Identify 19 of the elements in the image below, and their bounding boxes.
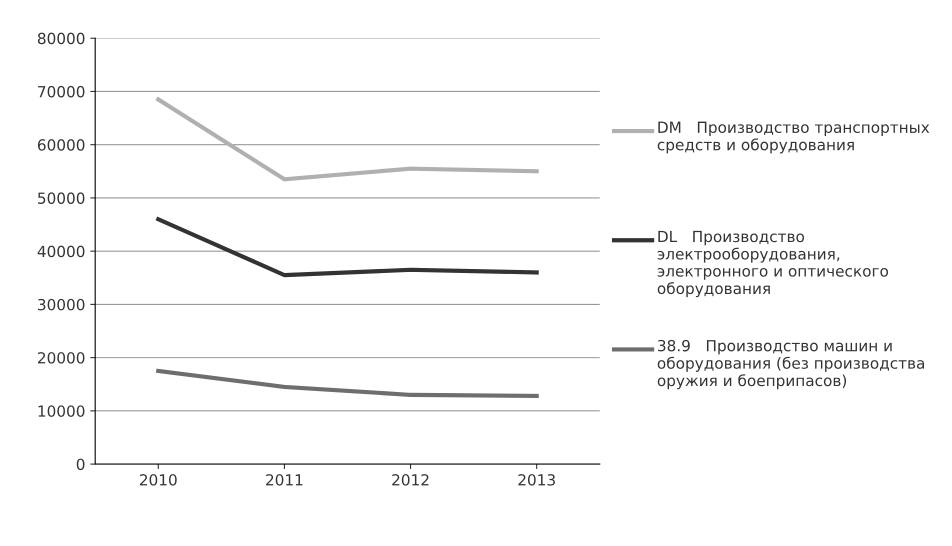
line-series <box>156 217 539 278</box>
y-tick-label: 0 <box>76 458 84 470</box>
y-tick-label: 80000 <box>38 32 84 44</box>
y-tick-label: 30000 <box>38 298 84 310</box>
y-tick-label: 50000 <box>38 192 84 204</box>
x-tick-label: 2013 <box>518 474 555 486</box>
y-tick-label: 60000 <box>38 139 84 151</box>
y-tick-label: 70000 <box>38 86 84 98</box>
x-tick-label: 2012 <box>392 474 428 486</box>
y-tick-label: 20000 <box>38 352 84 364</box>
line-series <box>156 368 539 398</box>
x-tick-label: 2010 <box>140 474 177 486</box>
legend-label: 38.9 Производство машин и оборудования (без производства оружия и боеприпасов) <box>658 340 924 390</box>
legend-label: DM Производство транспортных средств и оборудования <box>658 122 930 154</box>
line-series <box>156 97 539 182</box>
x-tick-label: 2011 <box>266 474 302 486</box>
y-tick-label: 40000 <box>38 246 84 258</box>
legend-label: DL Производство электрооборудования, электронного и оптического оборудования <box>658 230 888 298</box>
y-tick-label: 10000 <box>38 405 84 417</box>
